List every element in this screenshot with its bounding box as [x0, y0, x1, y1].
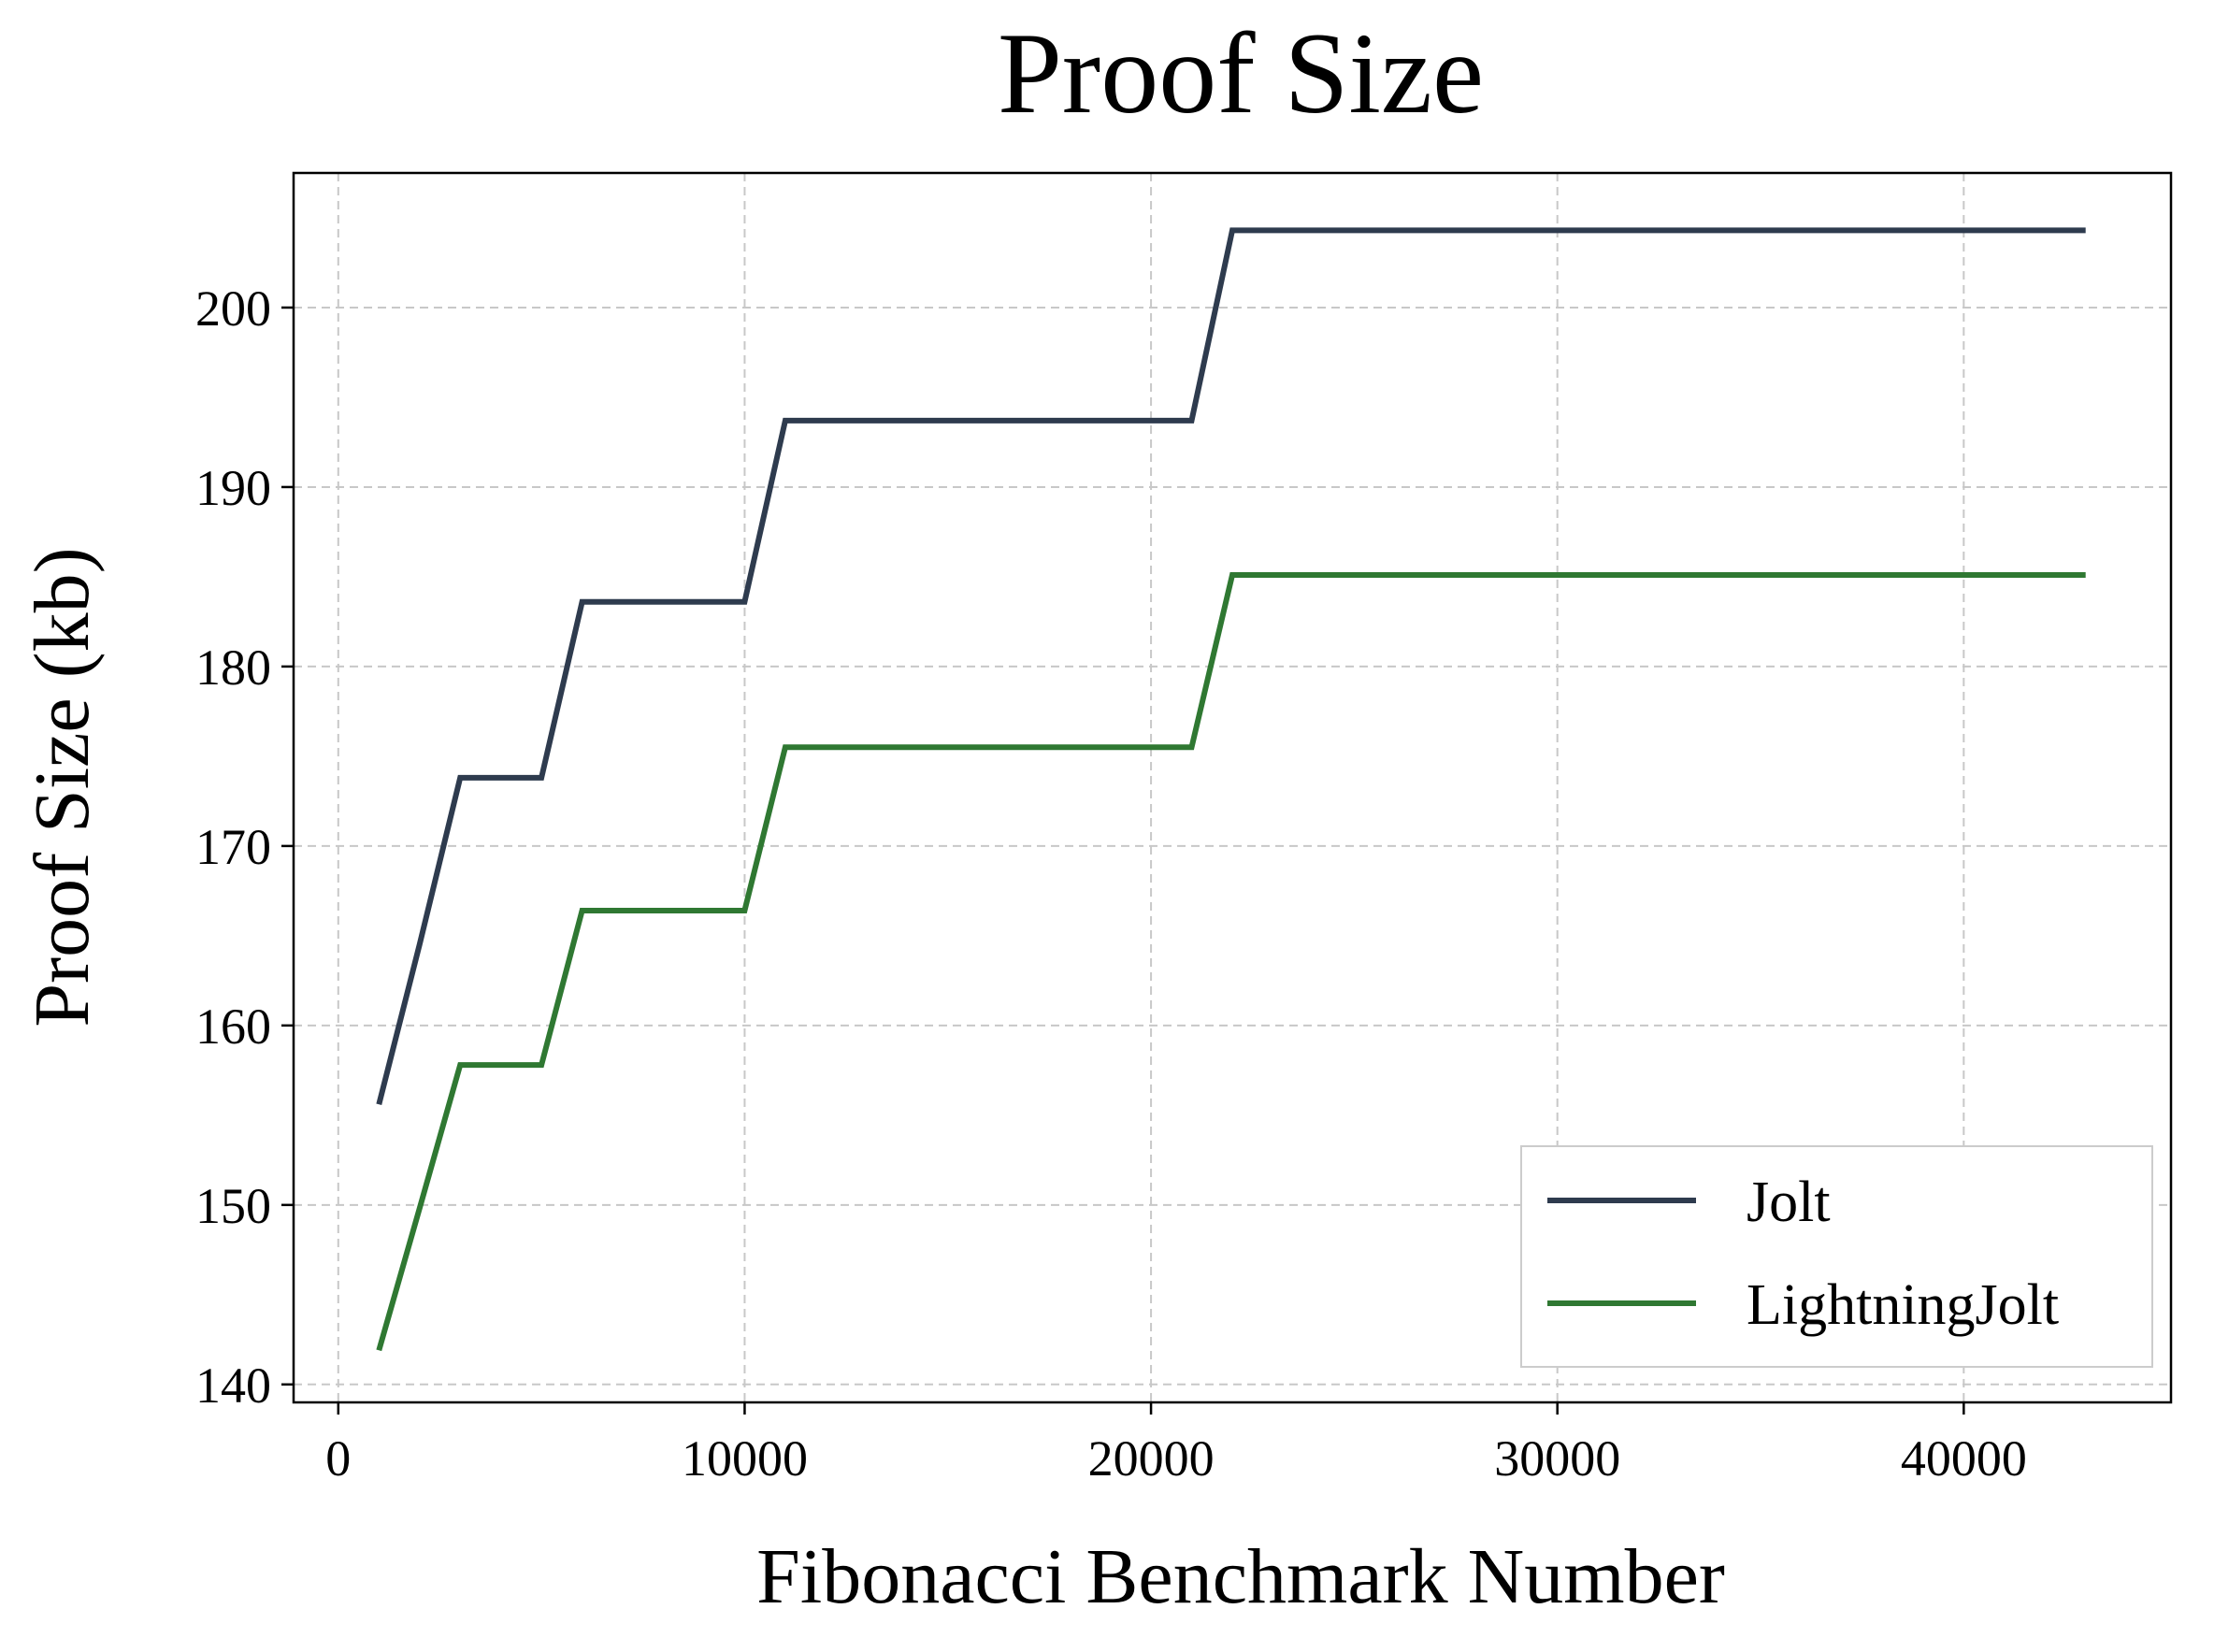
y-tick-label: 170: [195, 819, 271, 875]
legend-box: [1520, 1145, 2153, 1368]
series-lines: [376, 227, 2086, 1352]
x-tick-label: 30000: [1494, 1430, 1620, 1487]
x-tick-label: 0: [325, 1430, 351, 1487]
y-tick-label: 190: [195, 460, 271, 516]
x-tick-label: 20000: [1088, 1430, 1215, 1487]
legend: Jolt LightningJolt: [1520, 1145, 2153, 1368]
y-tick-label: 180: [195, 639, 271, 696]
y-axis-ticks: 140 150 160 170 180 190 200: [195, 280, 294, 1414]
chart-title: Proof Size: [998, 9, 1484, 137]
y-tick-label: 140: [195, 1358, 271, 1414]
x-axis-ticks: 0 10000 20000 30000 40000: [325, 1402, 2027, 1487]
x-tick-label: 10000: [682, 1430, 808, 1487]
legend-label-lightningjolt: LightningJolt: [1747, 1273, 2059, 1337]
series-line-jolt: [376, 227, 2086, 1106]
series-line-lightningjolt: [376, 572, 2086, 1352]
y-tick-label: 200: [195, 280, 271, 337]
y-tick-label: 150: [195, 1178, 271, 1234]
x-tick-label: 40000: [1901, 1430, 2027, 1487]
y-tick-label: 160: [195, 998, 271, 1055]
legend-label-jolt: Jolt: [1747, 1171, 1831, 1234]
y-axis-label: Proof Size (kb): [19, 547, 106, 1027]
plot-frame: [292, 171, 2173, 1404]
x-axis-label: Fibonacci Benchmark Number: [756, 1533, 1725, 1620]
